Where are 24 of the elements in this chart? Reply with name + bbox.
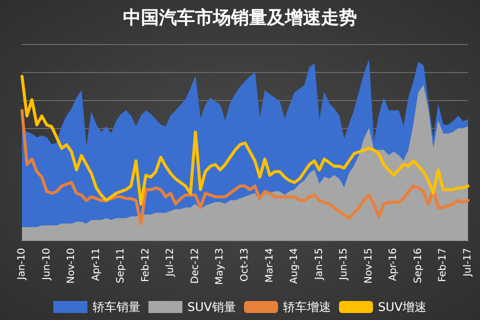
legend-label: 轿车增速 <box>283 300 331 314</box>
legend-label: 轿车销量 <box>92 300 140 314</box>
x-tick-label: Aug-14 <box>289 248 300 284</box>
x-tick-label: Feb-12 <box>140 248 152 282</box>
legend-label: SUV销量 <box>187 300 236 314</box>
x-tick-label: May-13 <box>214 248 226 285</box>
x-tick-label: Feb-17 <box>438 248 449 282</box>
x-tick-label: Apr-11 <box>90 248 102 281</box>
x-tick-label: Nov-15 <box>363 248 374 284</box>
x-tick-label: Jun-10 <box>41 248 52 281</box>
x-tick-label: Sep-11 <box>116 248 127 284</box>
legend-label: SUV增速 <box>378 300 427 314</box>
x-tick-label: Oct-13 <box>240 248 250 282</box>
x-tick-label: Sep-16 <box>412 248 424 284</box>
x-tick-label: Apr-16 <box>388 248 400 281</box>
x-tick-label: Nov-10 <box>66 248 78 284</box>
x-tick-label: Mar-14 <box>264 248 276 283</box>
x-tick-label: Jun-15 <box>338 248 350 281</box>
x-tick-label: Dec-12 <box>190 248 201 284</box>
x-tick-label: Jan-15 <box>314 248 325 281</box>
chart-title: 中国汽车市场销量及增速走势 <box>123 8 357 28</box>
x-tick-label: Jul-17 <box>462 248 474 278</box>
x-tick-label: Jul-12 <box>165 248 176 278</box>
x-tick-label: Jan-10 <box>16 248 28 281</box>
